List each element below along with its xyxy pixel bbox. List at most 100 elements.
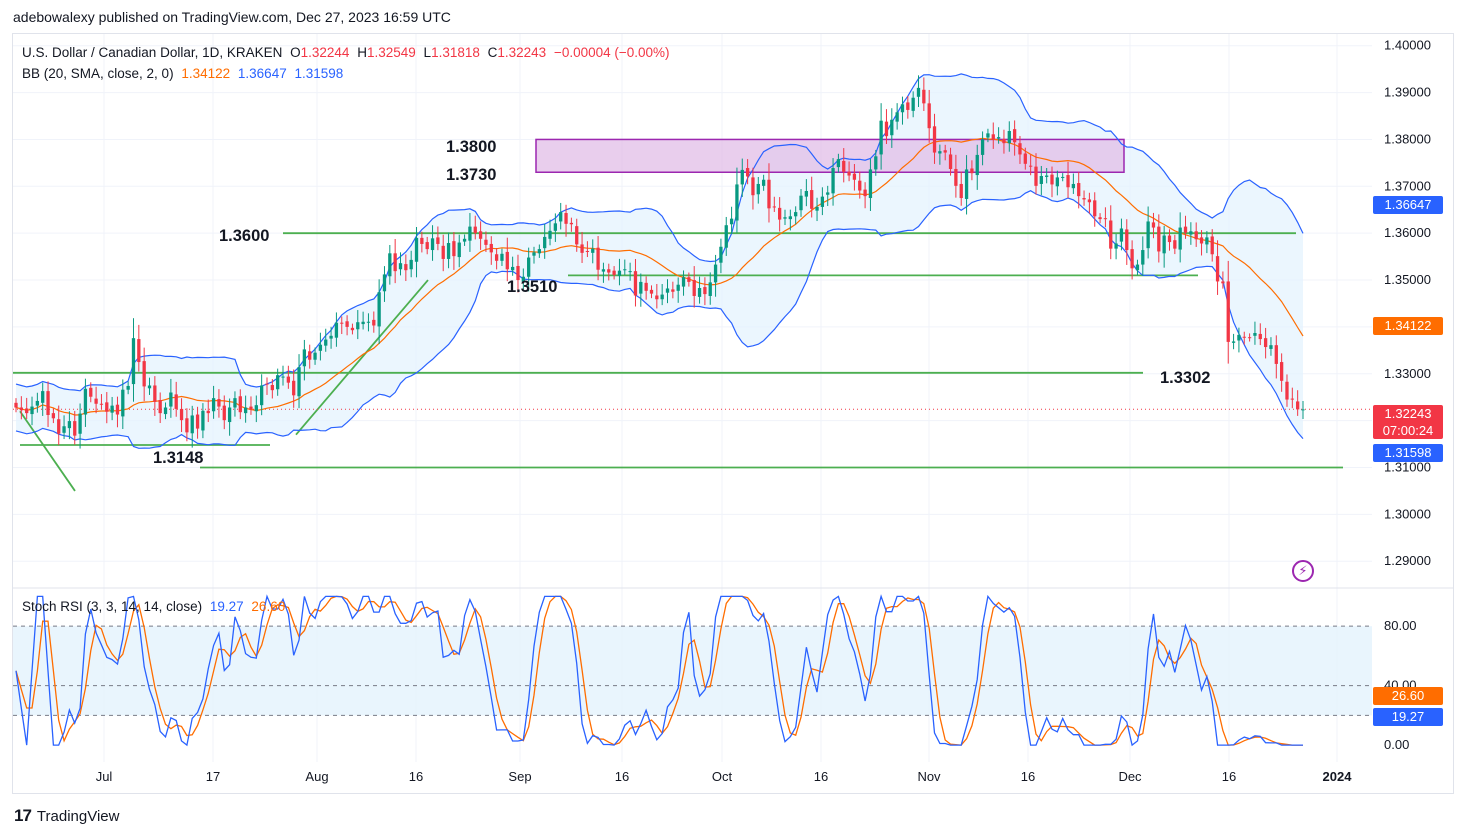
candle: [623, 259, 627, 275]
candle-body: [158, 400, 162, 414]
candle-body: [195, 414, 200, 429]
candle: [377, 279, 381, 345]
candle-body: [254, 405, 258, 412]
ohlc-high: 1.32549: [366, 45, 416, 60]
candle: [41, 382, 45, 416]
candle-body: [820, 196, 825, 207]
candle-body: [852, 173, 857, 180]
candle: [820, 187, 825, 216]
candle: [1103, 207, 1108, 228]
candle-body: [297, 367, 301, 397]
candle: [14, 398, 18, 413]
candle: [660, 284, 664, 306]
candle-body: [345, 321, 349, 327]
candle-body: [414, 237, 419, 262]
time-tick-label: Dec: [1118, 769, 1142, 784]
candle: [1247, 333, 1252, 342]
candle-body: [217, 399, 221, 407]
trend-line-down: [19, 410, 76, 492]
candle: [970, 160, 974, 181]
candle-body: [1002, 138, 1006, 144]
candle: [783, 209, 787, 226]
candle: [201, 403, 205, 439]
candle: [516, 254, 520, 293]
candle-body: [452, 241, 456, 257]
candle: [954, 154, 958, 198]
candle: [89, 382, 93, 403]
lightning-icon[interactable]: ⚡: [1292, 560, 1314, 582]
candle-body: [553, 223, 558, 231]
candle: [932, 113, 937, 164]
price-axis[interactable]: 1.40000 1.39000 1.38000 1.37000 1.36000 1.350…: [1384, 38, 1431, 569]
candle-body: [842, 161, 846, 172]
candle: [1114, 234, 1118, 260]
stoch-tick-label: 80.00: [1384, 618, 1417, 633]
candle: [1301, 400, 1305, 419]
candle-body: [1194, 231, 1198, 240]
candle: [548, 219, 552, 246]
candle-body: [377, 292, 381, 327]
candle: [580, 231, 584, 263]
ohlc-h-label: H: [357, 45, 367, 60]
candle: [1199, 230, 1204, 256]
candle-body: [601, 269, 606, 272]
candle-body: [1215, 256, 1220, 282]
candle-body: [932, 126, 937, 153]
candle: [62, 415, 66, 440]
candle: [1290, 387, 1294, 409]
candle-body: [868, 169, 873, 199]
candle-body: [292, 380, 296, 396]
candle: [1023, 147, 1027, 170]
candle-body: [740, 169, 744, 185]
candle-body: [585, 250, 590, 252]
candle-body: [719, 246, 723, 263]
candle: [1039, 165, 1043, 196]
candle-body: [457, 242, 461, 258]
candle: [1045, 167, 1049, 184]
candle-body: [665, 288, 670, 293]
candle-body: [329, 335, 333, 339]
candle: [601, 262, 606, 283]
candle-body: [756, 183, 760, 195]
candle-body: [1130, 249, 1134, 269]
candle-body: [25, 408, 29, 414]
candle-body: [761, 179, 766, 186]
time-tick-label: 16: [409, 769, 423, 784]
time-tick-label: 16: [1021, 769, 1035, 784]
candle-body: [121, 389, 125, 417]
candle-body: [788, 216, 792, 220]
candle-body: [286, 376, 291, 383]
bb-basis-tag: 1.34122: [1373, 317, 1443, 335]
candle: [30, 396, 34, 426]
chart-frame: [12, 33, 1454, 794]
time-axis[interactable]: Jul 17 Aug 16 Sep 16 Oct 16 Nov 16 Dec 16 2024: [96, 769, 1353, 784]
candle-body: [201, 410, 205, 431]
candle: [815, 197, 819, 222]
candle-body: [1242, 336, 1246, 338]
candle: [334, 312, 339, 347]
candle: [174, 381, 178, 417]
candle-body: [783, 217, 787, 219]
candle: [724, 216, 728, 256]
candle: [649, 285, 654, 299]
bb-legend: BB (20, SMA, close, 2, 0) 1.34122 1.3664…: [22, 66, 347, 81]
candle-body: [409, 259, 413, 270]
candle: [1285, 374, 1289, 407]
candle: [874, 149, 878, 176]
candle-body: [884, 121, 889, 137]
candle: [457, 234, 461, 268]
candle-body: [243, 407, 248, 414]
candle-body: [163, 407, 168, 415]
candle: [959, 171, 963, 206]
candle-body: [836, 159, 841, 168]
annotation-1-3510: 1.3510: [507, 278, 557, 296]
bb-lower-line: [15, 190, 1304, 449]
candle-body: [911, 97, 915, 111]
candle-body: [564, 213, 568, 224]
candle-body: [468, 226, 472, 241]
time-tick-label: 16: [814, 769, 828, 784]
candle-body: [308, 351, 312, 360]
bb-fill-area: [16, 73, 1303, 449]
